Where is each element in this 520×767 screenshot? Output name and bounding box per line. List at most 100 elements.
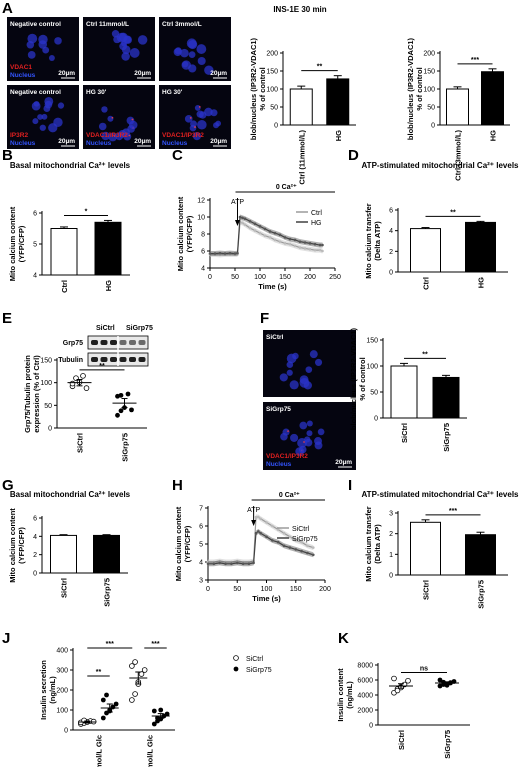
figure-title: INS-1E 30 min xyxy=(273,5,326,14)
open-dot xyxy=(129,697,135,703)
nucleus-blob xyxy=(173,47,182,57)
data-point xyxy=(283,242,287,245)
y-axis-label: blob/nucleus (IP3R2-VDAC1) xyxy=(349,327,358,430)
y-tick-label: 6 xyxy=(201,249,205,256)
nucleus-blob xyxy=(297,438,307,448)
atp-label: ATP xyxy=(231,199,244,206)
panel-A1-bar-chart: 0 50 100 150 200 blob/nucleus (IP3R2-VDAC1)% … xyxy=(249,37,356,185)
image-background xyxy=(83,17,155,81)
y-tick-label: 400 xyxy=(56,648,68,655)
y-tick-label: 5 xyxy=(33,242,37,249)
panel-C-line-chart: 4 6 8 10 12 Mito calcium content (YFP/CFP) 0 50 1… xyxy=(176,184,341,291)
data-point xyxy=(233,252,237,255)
x-tick-label: SiGrp75 xyxy=(443,730,452,759)
y-tick-label: 6 xyxy=(33,211,37,218)
nucleus-blob xyxy=(192,131,202,141)
y-tick-label: 4 xyxy=(33,273,37,280)
filled-dot xyxy=(158,707,164,713)
condition-label: 0 Ca²⁺ xyxy=(276,184,297,191)
filled-dot xyxy=(151,708,157,714)
y-axis-label: Mito calcium content xyxy=(174,506,183,581)
nucleus-blob xyxy=(305,366,313,373)
y-axis-label: (YFP/CFP) xyxy=(17,527,26,564)
nucleus-blob xyxy=(306,430,313,437)
y-tick-label: 6 xyxy=(199,524,203,531)
nucleus-blob xyxy=(122,128,130,137)
puncta xyxy=(303,441,305,443)
data-point xyxy=(247,562,251,566)
blot-band xyxy=(119,340,127,345)
nucleus-blob xyxy=(32,118,39,125)
data-point xyxy=(241,562,245,566)
y-axis-label: (YFP/CFP) xyxy=(17,225,26,262)
data-point xyxy=(313,248,317,252)
chart-title: ATP-stimulated mitochondrial Ca²⁺ levels xyxy=(362,490,520,499)
blot-band xyxy=(129,357,136,362)
filled-dot xyxy=(113,701,119,707)
nucleus-blob xyxy=(314,358,323,366)
y-tick-label: 0 xyxy=(389,270,393,277)
panel-K-dot-plot: 0 2000 4000 6000 8000 Insulin content (ng/mL) S… xyxy=(336,663,470,759)
x-tick-label: HG xyxy=(477,277,486,288)
blot-band xyxy=(91,357,98,362)
data-point xyxy=(218,251,222,255)
significance-label: *** xyxy=(471,57,479,64)
legend-label: SiCtrl xyxy=(246,656,264,663)
nucleus-blob xyxy=(279,373,288,382)
condition-label: 0 Ca²⁺ xyxy=(279,492,300,499)
data-point xyxy=(278,233,282,237)
y-tick-label: 0 xyxy=(369,723,373,730)
nucleus-blob xyxy=(213,122,220,129)
data-point xyxy=(288,237,292,241)
y-axis-label: (ng/mL) xyxy=(345,681,354,709)
nucleus-blob xyxy=(41,113,48,120)
significance-label: ** xyxy=(450,209,456,216)
y-tick-label: 5 xyxy=(199,542,203,549)
data-point xyxy=(300,540,303,544)
panel-J-dot-plot: 0 100 200 300 400 Insulin secretion (ng/mL) 5.5… xyxy=(39,641,272,767)
x-tick-label: 150 xyxy=(290,586,302,593)
panel-D-bar-chart: 0 2 4 6 Mito calcium transfer (Delta ATP) Ctrl… xyxy=(364,203,508,290)
blot-band xyxy=(119,357,127,362)
y-axis-label: Insulin content xyxy=(336,668,345,722)
panel-letter: I xyxy=(348,477,352,494)
bar xyxy=(94,221,122,276)
data-point xyxy=(306,544,309,548)
y-axis-label: Mito calcium content xyxy=(176,196,185,271)
data-point xyxy=(303,241,307,244)
data-point xyxy=(236,251,239,255)
y-tick-label: 0 xyxy=(274,123,278,130)
nucleus-blob xyxy=(39,124,46,131)
channel-label: Nucleus xyxy=(162,140,188,147)
data-point xyxy=(248,219,252,223)
data-point xyxy=(278,240,282,243)
bar xyxy=(390,365,418,419)
puncta xyxy=(198,106,201,108)
nucleus-blob xyxy=(197,57,206,66)
nucleus-blob xyxy=(188,39,198,50)
y-tick-label: 10 xyxy=(197,215,205,222)
bar xyxy=(432,376,460,419)
puncta xyxy=(113,135,116,137)
y-tick-label: 12 xyxy=(197,198,205,205)
bar xyxy=(289,88,313,126)
puncta xyxy=(287,430,289,433)
y-tick-label: 100 xyxy=(266,87,278,94)
data-point xyxy=(283,236,287,239)
data-point xyxy=(273,231,277,235)
channel-label: Nucleus xyxy=(266,461,292,468)
panel-letter: C xyxy=(172,147,183,164)
data-point xyxy=(230,562,233,566)
data-point xyxy=(294,548,298,551)
data-point xyxy=(288,546,292,549)
puncta xyxy=(111,116,114,119)
open-dot xyxy=(80,373,86,379)
blot-band xyxy=(129,340,136,345)
chart-title: ATP-stimulated mitochondrial Ca²⁺ levels xyxy=(362,161,520,170)
series-band xyxy=(208,514,314,565)
y-axis-label: Grp75/Tubulin protein xyxy=(23,355,32,433)
data-point xyxy=(259,531,262,535)
